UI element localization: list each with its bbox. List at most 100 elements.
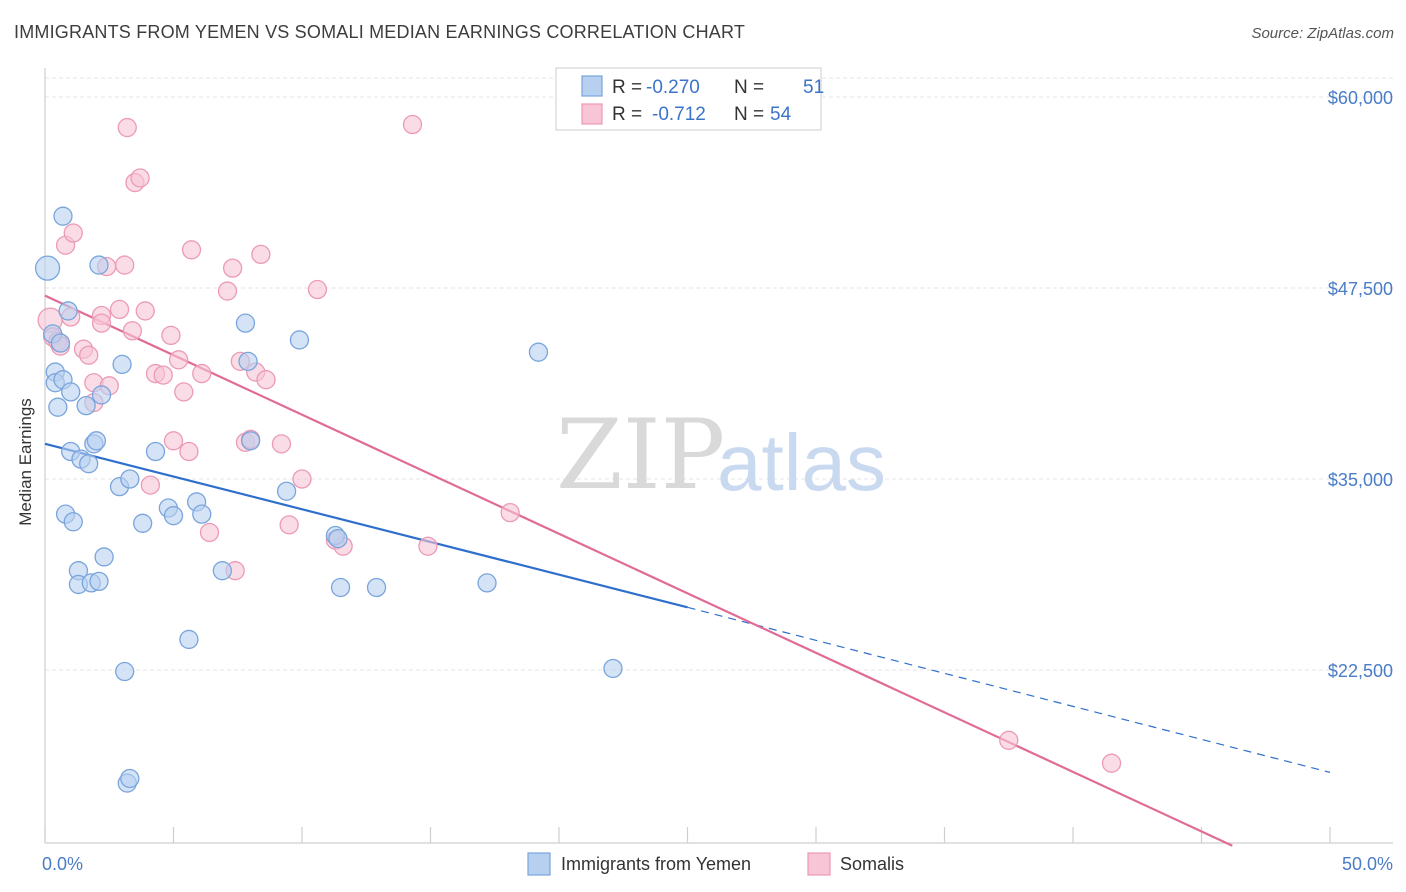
point-yemen xyxy=(603,658,623,679)
trend-line-yemen-extension xyxy=(687,606,1331,773)
point-somali xyxy=(256,370,276,390)
point-somali xyxy=(153,365,173,385)
point-yemen xyxy=(91,385,112,405)
point-somali xyxy=(161,325,181,346)
point-yemen xyxy=(34,255,61,281)
point-yemen xyxy=(58,301,78,321)
point-yemen xyxy=(50,333,71,353)
point-somali xyxy=(222,258,243,278)
point-somali xyxy=(109,299,130,320)
source-label: Source: ZipAtlas.com xyxy=(1251,25,1394,42)
point-yemen xyxy=(120,469,140,489)
point-somali xyxy=(307,279,328,300)
x-tick-label: 0.0% xyxy=(42,854,83,874)
point-somali xyxy=(91,313,112,333)
y-tick-label: $60,000 xyxy=(1328,88,1393,108)
trend-line-somali xyxy=(44,294,1233,847)
bottom-legend-swatch-somali xyxy=(807,852,831,876)
point-yemen xyxy=(86,431,107,451)
point-somali xyxy=(292,469,312,489)
point-yemen xyxy=(89,571,109,592)
watermark-zip: ZIP xyxy=(556,399,725,511)
point-somali xyxy=(168,350,189,370)
legend-swatch-yemen xyxy=(581,75,603,97)
y-tick-label: $22,500 xyxy=(1328,661,1393,681)
point-somali xyxy=(140,475,161,495)
point-somali xyxy=(79,345,99,365)
point-yemen xyxy=(115,661,135,682)
axes xyxy=(44,68,1393,844)
legend: R = -0.270 N = 51 R = -0.712 N = 54 xyxy=(555,67,824,131)
bottom-legend-swatch-yemen xyxy=(527,852,551,876)
point-somali xyxy=(174,382,194,402)
trend-line-yemen xyxy=(44,442,688,609)
y-axis-label: Median Earnings xyxy=(16,398,35,526)
point-yemen xyxy=(212,561,232,581)
point-somali xyxy=(135,301,155,321)
point-yemen xyxy=(76,396,96,416)
legend-r-label-somali: R = xyxy=(612,104,642,125)
point-yemen xyxy=(179,629,199,650)
bottom-legend-label-yemen: Immigrants from Yemen xyxy=(561,854,751,874)
point-somali xyxy=(117,117,137,138)
point-yemen xyxy=(112,354,132,375)
point-yemen xyxy=(133,513,153,533)
point-somali xyxy=(271,434,292,454)
point-yemen xyxy=(145,441,166,462)
legend-swatch-somali xyxy=(581,103,603,125)
watermark-atlas: atlas xyxy=(717,418,886,507)
point-somali xyxy=(279,515,299,535)
bottom-legend: Immigrants from Yemen Somalis xyxy=(527,852,904,876)
point-yemen xyxy=(48,397,68,417)
legend-r-value-somali: -0.712 xyxy=(652,104,706,125)
point-somali xyxy=(418,536,438,556)
point-yemen xyxy=(528,342,549,362)
legend-n-label-yemen: N = xyxy=(734,77,764,98)
chart-title: IMMIGRANTS FROM YEMEN VS SOMALI MEDIAN E… xyxy=(14,22,746,42)
point-yemen xyxy=(79,454,99,474)
legend-n-value-yemen: 51 xyxy=(803,77,824,98)
point-somali xyxy=(122,321,143,341)
y-tick-label: $35,000 xyxy=(1328,470,1393,490)
point-somali xyxy=(217,281,238,301)
point-somali xyxy=(163,431,184,451)
watermark: ZIP atlas xyxy=(556,399,886,511)
y-tick-label: $47,500 xyxy=(1328,279,1393,299)
point-yemen xyxy=(53,206,73,226)
point-yemen xyxy=(235,313,256,333)
point-yemen xyxy=(477,573,497,593)
point-yemen xyxy=(61,382,81,402)
point-somali xyxy=(500,502,520,523)
point-somali xyxy=(63,223,83,243)
point-yemen xyxy=(192,504,212,524)
x-tick-label: 50.0% xyxy=(1342,854,1393,874)
point-yemen xyxy=(289,330,310,350)
point-somali xyxy=(115,255,135,275)
point-yemen xyxy=(163,506,184,526)
legend-r-label-yemen: R = xyxy=(612,77,642,98)
y-tick-labels: $22,500 $35,000 $47,500 $60,000 xyxy=(1328,88,1393,681)
point-somali xyxy=(130,168,150,188)
point-yemen xyxy=(328,528,348,549)
point-somali xyxy=(402,114,423,135)
point-somali xyxy=(192,363,212,384)
point-yemen xyxy=(276,481,297,501)
point-somali xyxy=(1101,753,1122,773)
point-yemen xyxy=(330,577,351,598)
point-yemen xyxy=(63,512,83,532)
point-somali xyxy=(179,441,199,462)
legend-n-label-somali: N = xyxy=(734,104,764,125)
point-somali xyxy=(199,522,220,543)
point-yemen xyxy=(240,431,261,451)
point-yemen xyxy=(89,255,109,275)
point-yemen xyxy=(238,351,258,371)
legend-r-value-yemen: -0.270 xyxy=(646,77,700,98)
point-somali xyxy=(181,240,202,260)
x-tick-labels: 0.0% 50.0% xyxy=(42,854,1393,874)
point-somali xyxy=(999,730,1019,750)
point-yemen xyxy=(94,547,114,567)
data-points xyxy=(34,114,1122,793)
trend-lines xyxy=(44,294,1331,847)
bottom-legend-label-somali: Somalis xyxy=(840,854,904,874)
